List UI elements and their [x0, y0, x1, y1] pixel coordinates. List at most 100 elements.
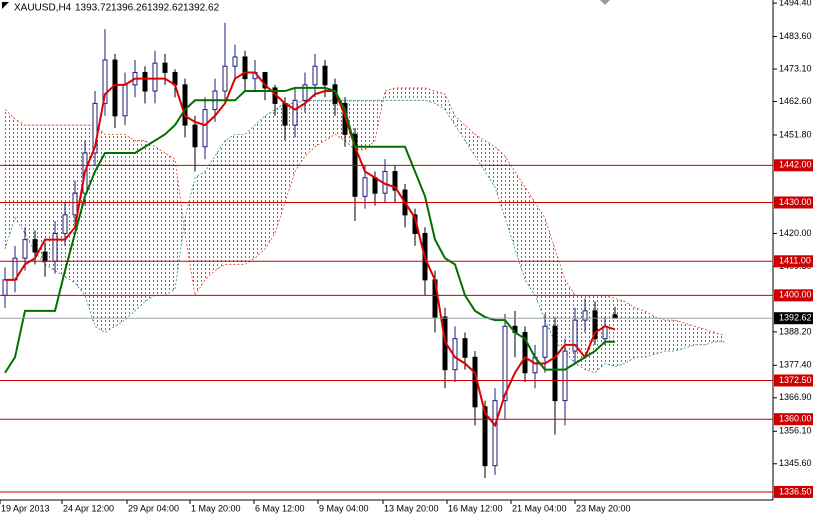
cloud-segment [215, 140, 225, 271]
y-tick-label: 1345.60 [779, 458, 812, 468]
candle-body [562, 350, 568, 402]
level-label: 1372.50 [779, 375, 812, 385]
cloud-segment [545, 217, 555, 342]
cloud-segment [395, 87, 405, 101]
candle-body [102, 59, 108, 104]
x-tick-label: 6 May 12:00 [255, 503, 305, 513]
level-label: 1442.00 [779, 160, 812, 170]
y-tick-label: 1462.60 [779, 96, 812, 106]
cloud-segment [265, 109, 275, 249]
cloud-segment [115, 134, 125, 327]
level-label-bg [774, 413, 813, 426]
x-tick-label: 19 Apr 2013 [1, 503, 50, 513]
cloud-segment [325, 100, 335, 141]
x-tick-label: 23 May 20:00 [576, 503, 631, 513]
cloud-segment [245, 125, 255, 265]
candle-body [62, 214, 68, 234]
cloud-segment [675, 320, 685, 352]
candle-body [612, 314, 618, 319]
y-tick-label: 1494.40 [779, 0, 812, 7]
candle-body [112, 59, 118, 117]
cloud-segment [105, 134, 115, 333]
cloud-segment [305, 100, 315, 157]
candle-body [392, 171, 398, 191]
x-tick-label: 1 May 20:00 [191, 503, 241, 513]
candle-body [202, 109, 208, 148]
candle-body [232, 56, 238, 67]
candle-body [92, 102, 98, 154]
cloud-segment [655, 317, 665, 355]
cloud-segment [375, 91, 385, 141]
cloud-segment [635, 307, 645, 358]
cloud-segment [235, 134, 245, 265]
cloud-segment [125, 134, 135, 321]
cloud-segment [35, 125, 45, 265]
cloud-segment [605, 295, 615, 367]
candle-body [322, 65, 328, 86]
candle-body [182, 84, 188, 126]
plot-area [2, 22, 726, 479]
y-tick-label: 1366.90 [779, 392, 812, 402]
cloud-edge [4, 99, 725, 374]
x-tick-label: 29 Apr 04:00 [128, 503, 179, 513]
candle-body [522, 332, 528, 374]
cloud-segment [365, 100, 375, 150]
level-label: 1336.50 [779, 486, 812, 496]
candle-body [572, 319, 578, 352]
ohlc-value: 1392.62 [183, 3, 220, 14]
candle-body [362, 177, 368, 197]
candle-body [292, 99, 298, 126]
cloud-segment [625, 301, 635, 364]
candle-body [592, 310, 598, 340]
candle-body [142, 71, 148, 92]
level-label-bg [774, 289, 813, 302]
cloud-segment [615, 298, 625, 367]
cloud-segment [225, 134, 235, 265]
cloud-segment [315, 100, 325, 147]
x-tick-label: 16 May 12:00 [448, 503, 503, 513]
cloud-segment [495, 146, 505, 218]
chart-title: XAUUSD,H4 [14, 3, 72, 14]
indicator-line [5, 71, 616, 428]
candle-body [122, 84, 128, 117]
candle-body [502, 325, 508, 402]
cloud-segment [415, 87, 425, 101]
candle-body [162, 62, 168, 73]
cloud-segment [685, 323, 695, 348]
level-label-bg [774, 196, 813, 209]
candle-body [152, 62, 158, 92]
candle-body [222, 65, 228, 92]
cloud-segment [665, 320, 675, 352]
cloud-segment [555, 248, 565, 352]
candle-body [242, 56, 248, 80]
cloud-segment [165, 152, 175, 296]
x-tick-label: 24 Apr 12:00 [63, 503, 114, 513]
candle-body [372, 177, 378, 194]
cloud-segment [5, 109, 15, 249]
candle-body [22, 239, 28, 259]
cloud-segment [95, 125, 105, 333]
cloud-segment [435, 91, 445, 110]
ohlc-value: 1392.62 [147, 3, 184, 14]
cloud-segment [25, 125, 35, 253]
level-label: 1430.00 [779, 197, 812, 207]
candle-body [462, 338, 468, 358]
candle-body [582, 310, 588, 321]
cloud-segment [405, 87, 415, 101]
corner-marker [2, 2, 9, 9]
cloud-segment [15, 118, 25, 234]
candle-body [262, 71, 268, 89]
cloud-segment [275, 103, 285, 234]
cloud-segment [285, 103, 295, 203]
cloud-segment [445, 94, 455, 126]
level-label-bg [774, 374, 813, 387]
candle-body [312, 65, 318, 86]
level-label: 1411.00 [779, 256, 811, 266]
level-label-bg [774, 485, 813, 498]
cloud-segment [465, 125, 475, 157]
cloud-segment [455, 115, 465, 141]
current-label: 1392.62 [779, 313, 812, 323]
cloud-segment [185, 177, 195, 296]
cloud-segment [385, 87, 395, 101]
